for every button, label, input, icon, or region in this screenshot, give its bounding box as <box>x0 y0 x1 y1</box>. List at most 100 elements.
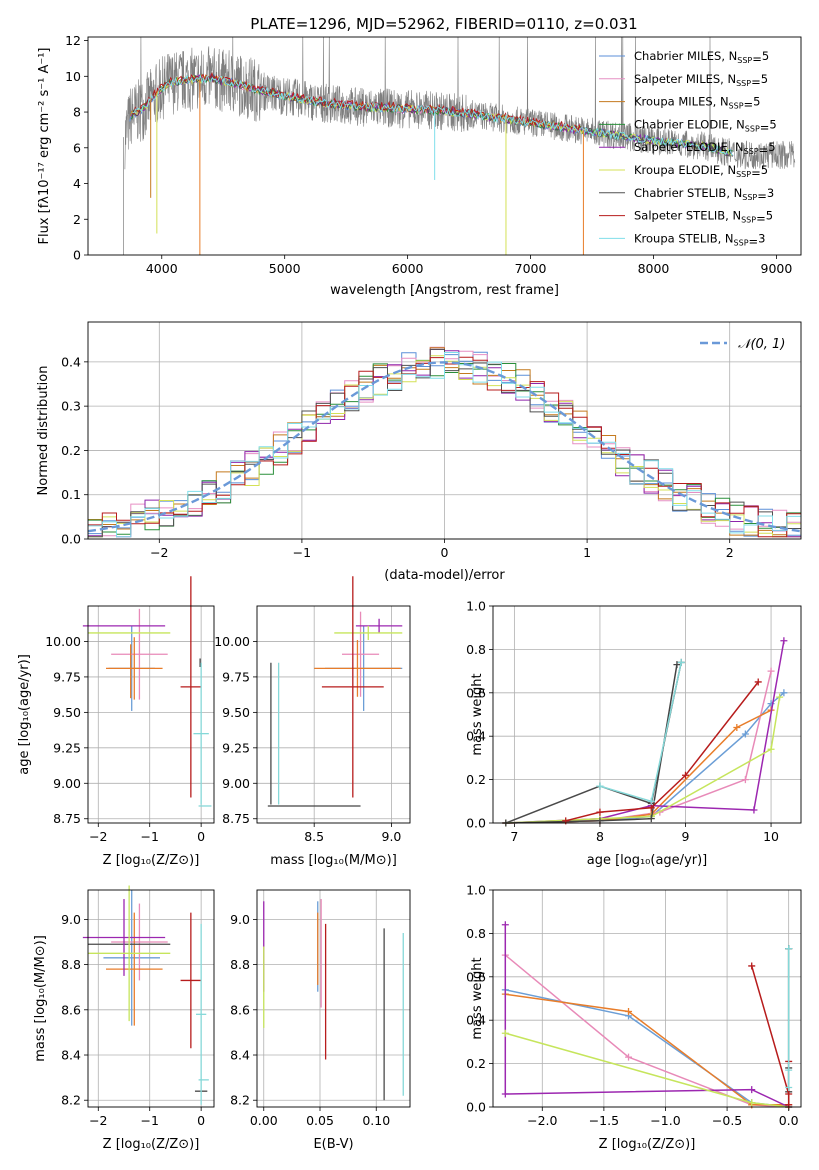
plot-area <box>123 37 796 255</box>
weight-marker <box>501 1090 509 1098</box>
y-tick-label: 0.0 <box>466 1100 486 1115</box>
x-tick-label: 0.05 <box>306 1113 334 1128</box>
chart-title: PLATE=1296, MJD=52962, FIBERID=0110, z=0… <box>250 15 637 33</box>
x-tick-label: −2 <box>150 545 168 560</box>
legend-nssp: 5 <box>761 163 768 177</box>
model-line-8 <box>132 74 734 156</box>
axes-frame <box>87 321 802 540</box>
legend-label-text: Salpeter ELODIE, N <box>634 140 744 154</box>
weight-marker <box>596 782 604 790</box>
y-tick-label: 0.1 <box>61 487 81 502</box>
weight-marker <box>767 745 775 753</box>
weight-marker <box>741 776 749 784</box>
legend: Chabrier MILES, NSSP=5 Salpeter MILES, NS… <box>599 49 777 248</box>
x-tick-label: 0.00 <box>250 1113 278 1128</box>
x-tick-label: −1.5 <box>589 1113 619 1128</box>
y-tick-label: 8.4 <box>61 1048 81 1063</box>
y-axis-label: Flux [fλ10⁻¹⁷ erg cm⁻² s⁻¹ A⁻¹] <box>37 48 52 245</box>
x-tick-label: 9000 <box>761 261 793 276</box>
y-tick-label: 4 <box>73 176 81 191</box>
legend-nssp: 3 <box>758 231 765 245</box>
weight-marker <box>748 1099 756 1107</box>
weight-marker <box>767 667 775 675</box>
y-tick-label: 1.0 <box>466 883 486 898</box>
normal-curve <box>87 361 802 533</box>
x-tick-label: −2 <box>89 1113 107 1128</box>
weight-line-7 <box>750 965 790 1105</box>
x-axis-label: mass [log₁₀(M/M⊙)] <box>270 853 397 868</box>
y-tick-label: 9.75 <box>53 669 81 684</box>
y-tick-label: 8 <box>73 105 81 120</box>
weight-marker <box>733 724 741 732</box>
panel-2: −2 −1 0 8.75 9.00 9.25 9.50 9.75 10.00 Z [log₁₀(Z… <box>17 576 215 868</box>
legend-label-text: Kroupa STELIB, N <box>634 231 734 245</box>
legend-nssp: 5 <box>769 117 776 131</box>
plot-area <box>502 637 788 827</box>
legend-nssp: 5 <box>762 49 769 63</box>
x-tick-label: −1 <box>140 1113 158 1128</box>
legend-subscript: SSP <box>734 238 749 247</box>
y-axis-label: mass weight <box>470 673 485 755</box>
y-tick-label: 0.0 <box>61 532 81 547</box>
x-tick-label: 0.10 <box>362 1113 390 1128</box>
legend-eq: = <box>744 98 754 112</box>
weight-marker <box>647 804 655 812</box>
y-tick-label: 12 <box>65 33 81 48</box>
plot-area <box>82 576 212 807</box>
legend-eq: = <box>756 212 766 226</box>
legend-label: Salpeter MILES, NSSP=5 <box>634 72 768 89</box>
legend-label: Kroupa ELODIE, NSSP=5 <box>634 163 768 180</box>
y-axis-label: Normed distribution <box>36 366 51 496</box>
legend-label: 𝒩(0, 1) <box>738 337 785 352</box>
x-tick-label: −1 <box>293 545 311 560</box>
x-axis-label: E(B-V) <box>313 1137 353 1152</box>
weight-marker <box>748 1086 756 1094</box>
legend-eq: = <box>757 189 767 203</box>
y-tick-label: 8.2 <box>230 1093 250 1108</box>
axes-frame <box>87 605 215 824</box>
legend-label-text: Kroupa MILES, N <box>634 95 729 109</box>
weight-marker <box>785 1090 793 1098</box>
weight-line-4 <box>504 924 790 1108</box>
weight-marker <box>501 1029 509 1037</box>
weight-marker <box>647 797 655 805</box>
plot-area <box>263 899 404 1101</box>
x-tick-label: 6000 <box>392 261 424 276</box>
y-tick-label: 8.4 <box>230 1048 250 1063</box>
legend-subscript: SSP <box>737 56 752 65</box>
weight-marker <box>625 1053 633 1061</box>
weight-line-8 <box>599 662 682 803</box>
y-tick-label: 10.00 <box>45 634 81 649</box>
legend-label: Kroupa STELIB, NSSP=3 <box>634 231 766 248</box>
legend-subscript: SSP <box>742 193 757 202</box>
y-tick-label: 8.75 <box>222 811 250 826</box>
legend-subscript: SSP <box>729 102 744 111</box>
weight-marker <box>682 771 689 779</box>
x-tick-label: −1.0 <box>650 1113 680 1128</box>
y-tick-label: 9.50 <box>222 705 250 720</box>
y-tick-label: 9.0 <box>61 912 81 927</box>
panel-4: 7 8 9 10 0.0 0.2 0.4 0.6 0.8 1.0 age [log₁₀(age/yr… <box>466 599 802 868</box>
y-tick-label: 1.0 <box>466 599 486 614</box>
legend-label: Chabrier MILES, NSSP=5 <box>634 49 769 66</box>
y-tick-label: 9.50 <box>53 705 81 720</box>
axes-frame <box>492 889 802 1108</box>
x-tick-label: −2 <box>89 829 107 844</box>
weight-marker <box>501 921 509 929</box>
x-tick-label: 8.5 <box>304 829 324 844</box>
y-tick-label: 9.25 <box>53 740 81 755</box>
legend-subscript: SSP <box>736 79 751 88</box>
y-tick-label: 0.4 <box>466 729 486 744</box>
legend-label: Salpeter STELIB, NSSP=5 <box>634 209 773 226</box>
x-tick-label: −0.5 <box>712 1113 742 1128</box>
data-spectrum <box>124 37 796 170</box>
legend-subscript: SSP <box>744 147 759 156</box>
x-tick-label: 4000 <box>146 261 178 276</box>
x-tick-label: 9.0 <box>382 829 402 844</box>
legend-eq: = <box>760 120 770 134</box>
plot-area <box>501 921 793 1111</box>
y-tick-label: 8.2 <box>61 1093 81 1108</box>
x-axis-label: Z [log₁₀(Z/Z⊙)] <box>103 1137 200 1152</box>
axes-frame <box>256 605 411 824</box>
